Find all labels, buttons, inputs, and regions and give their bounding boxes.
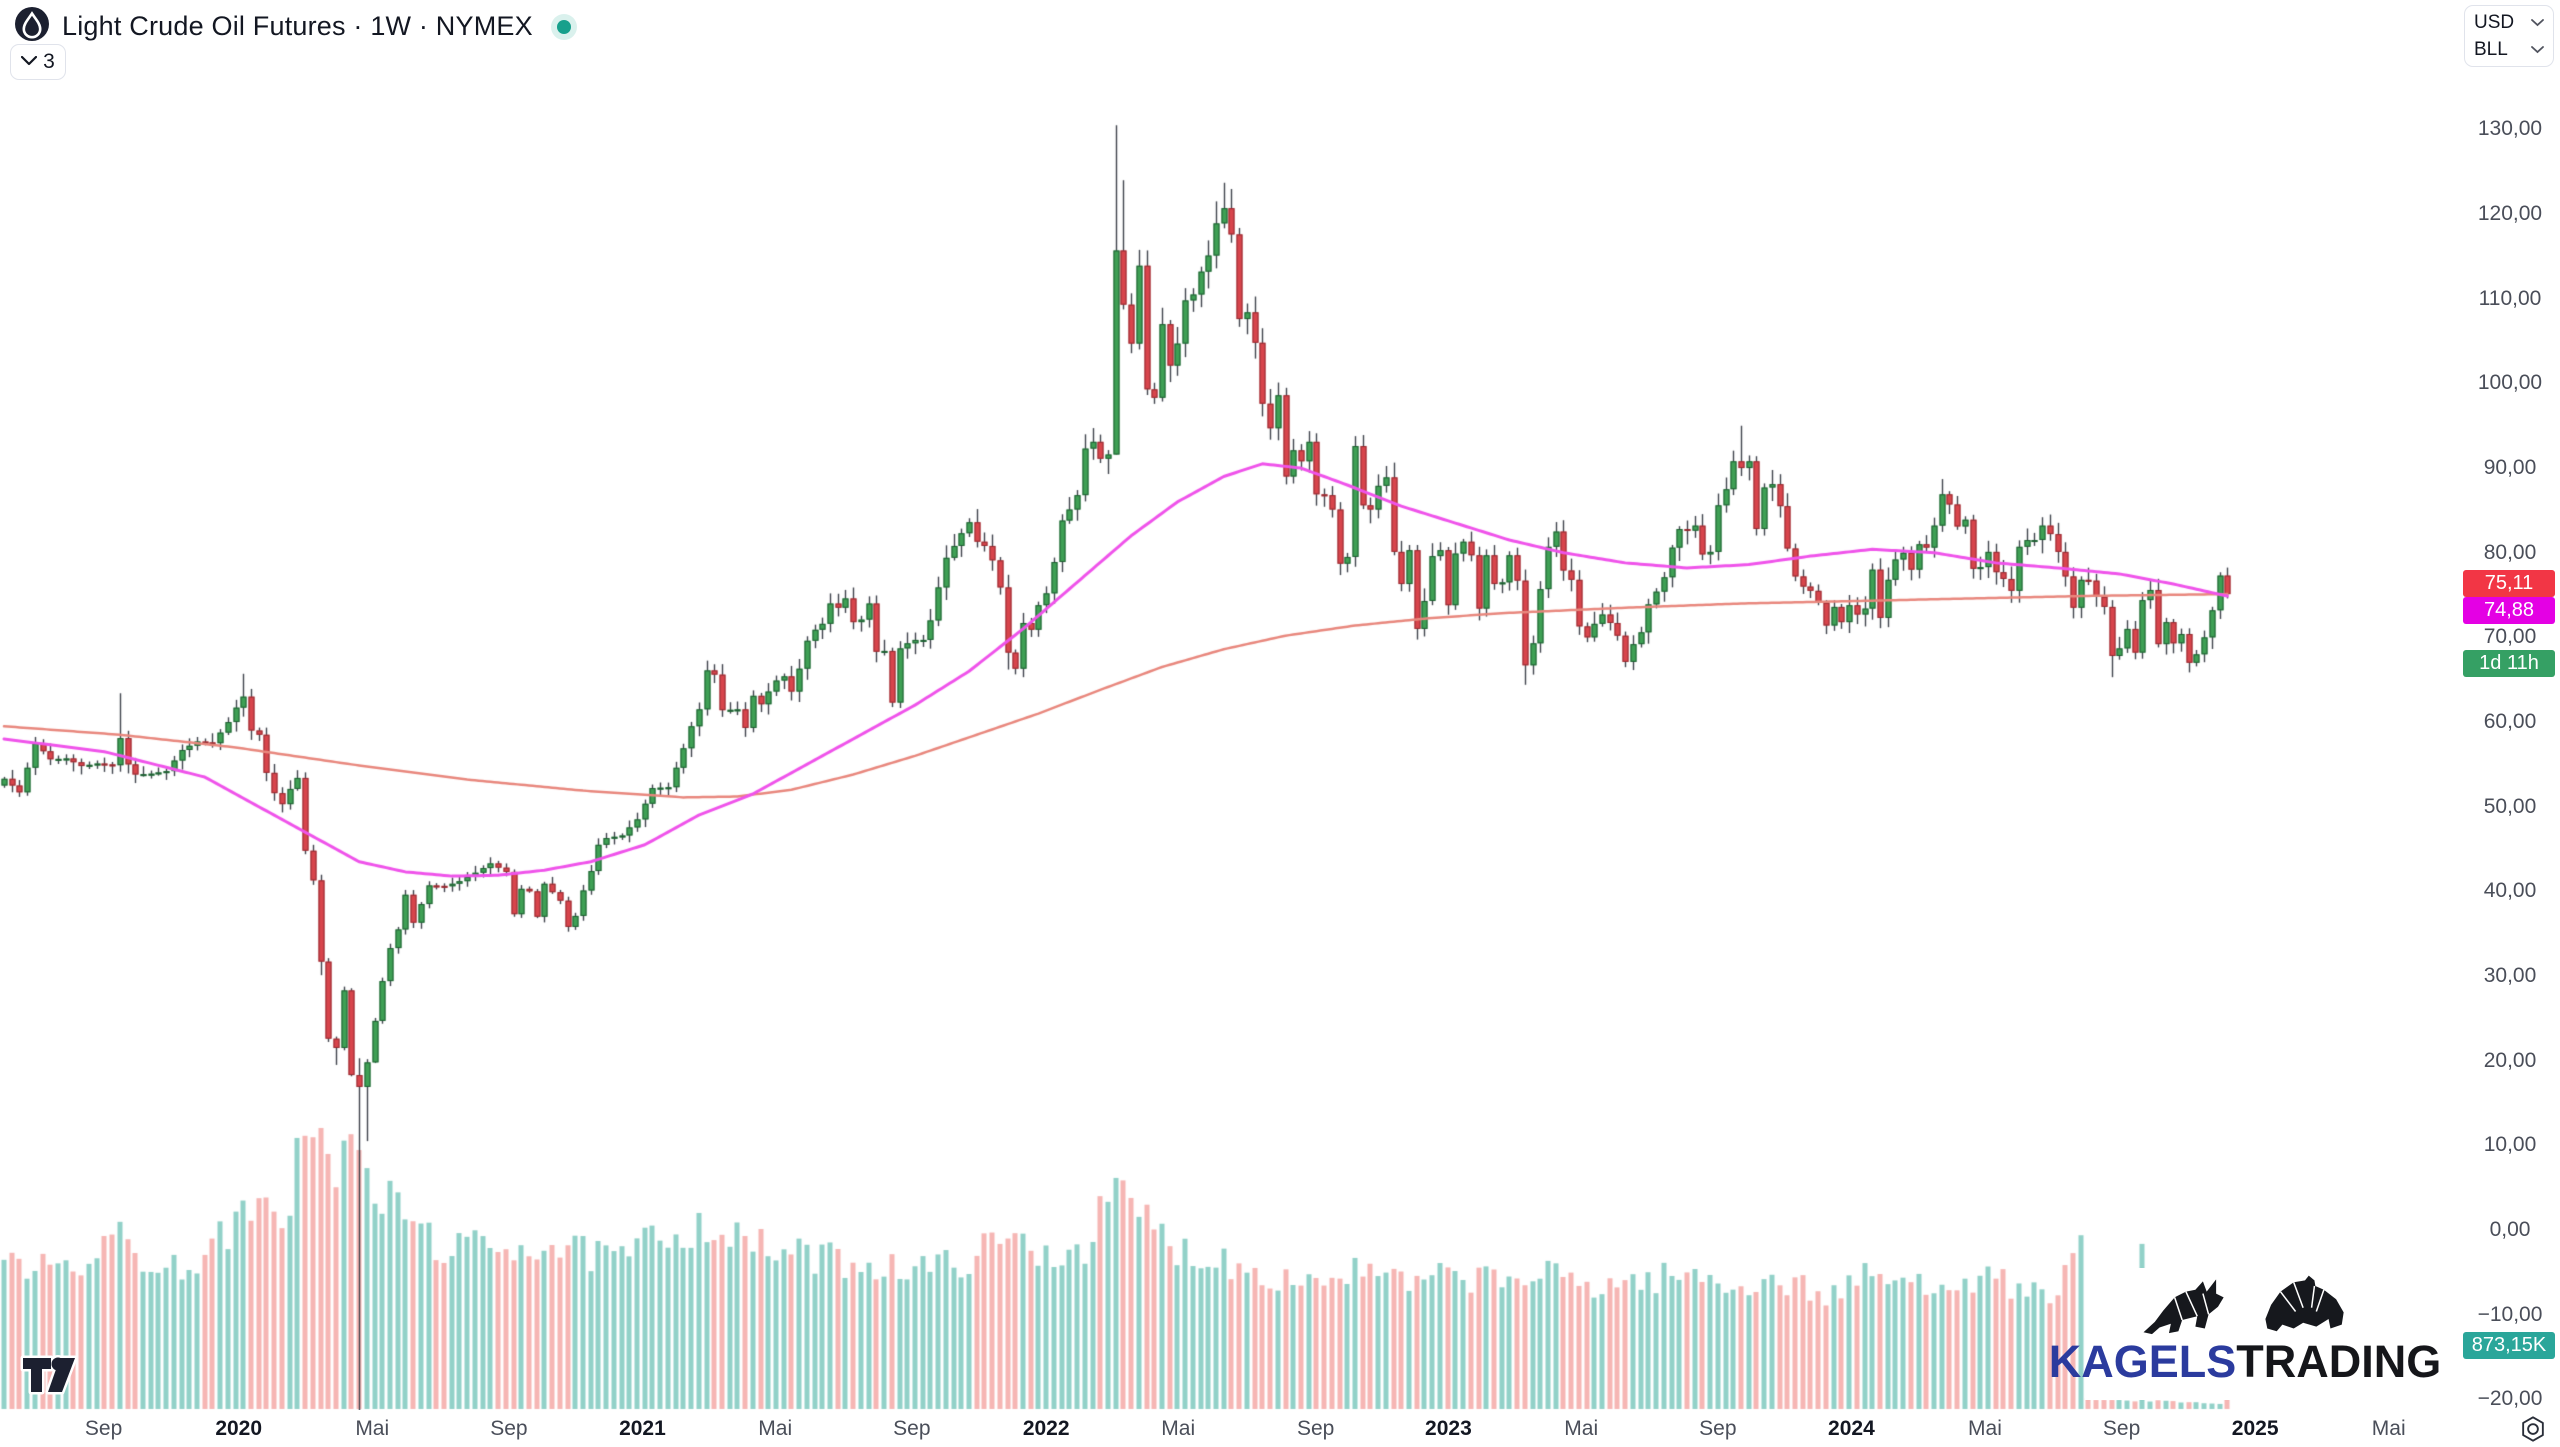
time-tick-label: 2024 [1828,1417,1875,1440]
price-tick-label: 10,00 [2483,1133,2537,1157]
kagels-wordmark: KAGELSTRADING [2049,1336,2442,1388]
time-axis[interactable]: Sep 2020 Mai Sep 2021 Mai Sep 2022 Mai Sep 2023 Mai… [0,1410,2560,1447]
price-tick-label: 80,00 [2483,540,2537,564]
chevron-down-icon [21,53,38,71]
price-tick-label: 90,00 [2483,456,2537,480]
price-tick-label: 110,00 [2478,286,2542,310]
time-tick-label: 2022 [1022,1417,1070,1440]
bull-icon [2143,1279,2224,1335]
time-tick-label: Mai [2371,1417,2406,1440]
time-tick-label: 2023 [1425,1417,1472,1440]
price-tick-label: 20,00 [2483,1048,2537,1072]
kagels-wordmark-primary: KAGELS [2048,1336,2237,1387]
time-tick-label: Sep [490,1417,528,1440]
kagels-trading-watermark: KAGELSTRADING [2049,1268,2441,1400]
price-axis[interactable]: 130,00 120,00 110,00 100,00 90,00 80,00 70,00 6… [2462,0,2560,1410]
bar-countdown-badge: 1d 11h [2463,650,2555,677]
last-price-badge: 75,11 [2463,570,2555,597]
tradingview-logo[interactable] [20,1352,82,1403]
currency-value: USD [2474,11,2515,33]
time-tick-label: Mai [1161,1417,1196,1440]
kagels-wordmark-secondary: TRADING [2236,1336,2442,1387]
market-status-dot [550,13,577,40]
price-tick-label: 70,00 [2483,625,2537,649]
time-tick-label: Sep [84,1417,123,1440]
price-tick-label: 40,00 [2483,879,2537,903]
unit-selector: USD BLL [2464,5,2554,67]
legend-toggle-button[interactable]: 3 [10,44,66,80]
unit-select[interactable]: BLL [2465,36,2553,63]
price-tick-label: 60,00 [2483,710,2537,734]
price-tick-label: 130,00 [2477,117,2543,141]
time-tick-label: Mai [355,1417,390,1440]
time-tick-label: Sep [1699,1417,1737,1440]
time-tick-label: 2021 [619,1417,666,1440]
time-tick-label: 2020 [215,1417,263,1440]
time-tick-label: Sep [1296,1417,1335,1440]
price-tick-label: 0,00 [2489,1218,2531,1241]
price-tick-label: 30,00 [2483,964,2537,988]
currency-select[interactable]: USD [2465,9,2553,36]
ma-value-badge: 74,88 [2463,597,2555,624]
price-tick-label: 120,00 [2477,202,2543,226]
time-tick-label: Sep [2102,1417,2141,1440]
price-tick-label: −20,00 [2477,1387,2543,1411]
symbol-title[interactable]: Light Crude Oil Futures · 1W · NYMEX [62,11,533,41]
price-tick-label: 50,00 [2483,794,2537,818]
time-tick-label: Mai [1968,1417,2002,1440]
volume-value-badge: 873,15K [2463,1332,2555,1359]
symbol-header: Light Crude Oil Futures · 1W · NYMEX [14,6,577,47]
time-tick-label: Sep [893,1417,931,1440]
time-tick-label: 2025 [2231,1417,2279,1440]
chevron-down-icon [2531,45,2544,53]
legend-count: 3 [43,50,55,73]
oil-drop-icon [14,6,50,47]
price-tick-label: 100,00 [2477,371,2543,395]
bear-icon [2265,1275,2344,1332]
price-tick-label: −10,00 [2477,1302,2543,1326]
time-tick-label: Mai [758,1417,793,1440]
time-tick-label: Mai [1564,1417,1599,1440]
chevron-down-icon [2531,18,2544,26]
settings-gear-icon[interactable] [2518,1414,2548,1447]
unit-value: BLL [2474,38,2508,60]
